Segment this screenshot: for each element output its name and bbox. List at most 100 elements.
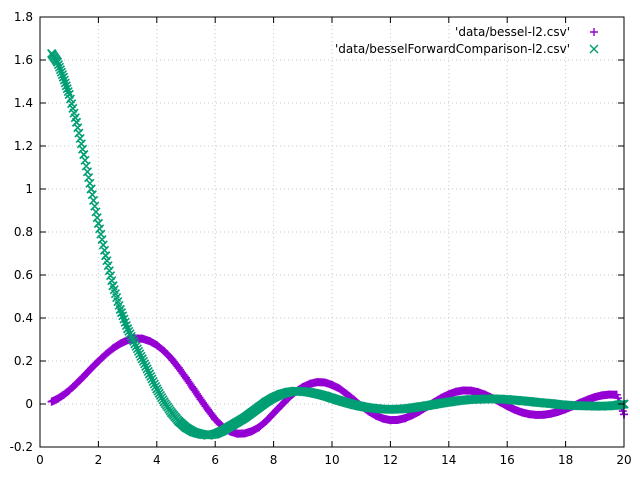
data-point [510, 405, 519, 414]
data-point [181, 423, 191, 433]
y-tick-label: 0.8 [14, 225, 33, 239]
data-point [233, 429, 242, 438]
data-point [568, 400, 578, 411]
data-point [546, 399, 556, 409]
x-tick-label: 0 [36, 453, 44, 467]
data-point [247, 408, 257, 418]
data-point [561, 400, 571, 410]
axis-ticks: 0 2 4 6 8 10 12 14 16 18 20-0.200.20.40.60.811.21.… [10, 10, 632, 467]
data-point [451, 396, 461, 406]
legend-marker-series-1 [590, 28, 598, 36]
data-point [138, 334, 147, 343]
data-point [349, 400, 359, 410]
data-point [575, 401, 585, 411]
x-tick-label: 8 [270, 453, 278, 467]
data-point [101, 251, 111, 261]
data-point [59, 390, 68, 399]
data-point [473, 394, 483, 404]
data-point [335, 384, 344, 393]
data-point [312, 389, 322, 399]
data-point [539, 410, 548, 419]
data-point [342, 398, 352, 408]
data-point [298, 386, 308, 397]
data-point [232, 417, 242, 427]
x-tick-label: 16 [500, 453, 515, 467]
data-point [313, 378, 322, 387]
data-point [254, 402, 264, 412]
data-point [429, 399, 439, 409]
data-point [115, 304, 125, 314]
data-point [94, 357, 103, 366]
data-point [371, 403, 381, 414]
y-tick-label: 0.6 [14, 268, 33, 282]
data-point [130, 339, 140, 349]
data-point [612, 400, 622, 410]
x-tick-label: 2 [95, 453, 103, 467]
data-point [144, 369, 155, 379]
data-point [305, 387, 315, 397]
data-point [174, 363, 183, 372]
data-point [363, 403, 374, 413]
data-point [320, 378, 329, 387]
y-tick-label: 1.4 [14, 96, 33, 110]
data-point [605, 390, 614, 399]
data-point [53, 394, 62, 403]
data-point [342, 389, 351, 398]
data-point [459, 386, 468, 395]
data-point [203, 430, 213, 440]
data-point [101, 350, 110, 359]
data-point [217, 426, 228, 436]
data-point [466, 386, 475, 395]
y-tick-label: -0.2 [10, 440, 33, 454]
data-point [553, 399, 563, 409]
data-point [152, 384, 162, 394]
data-point [166, 408, 176, 418]
data-point [47, 48, 57, 59]
legend-label-series-2: 'data/besselForwardComparison-l2.csv' [335, 42, 570, 56]
data-point [393, 415, 402, 424]
x-tick-label: 20 [616, 453, 631, 467]
data-point [203, 405, 212, 414]
data-point [58, 72, 68, 82]
data-point [306, 379, 315, 388]
data-point [182, 373, 190, 382]
x-tick-label: 14 [441, 453, 456, 467]
data-point [196, 395, 205, 404]
data-point [188, 427, 198, 437]
data-point [65, 386, 74, 395]
data-point [137, 354, 147, 364]
x-tick-label: 6 [211, 453, 219, 467]
data-point [356, 401, 366, 411]
data-point [239, 413, 249, 423]
data-point [79, 150, 89, 160]
data-point [93, 218, 103, 228]
data-point [123, 324, 133, 334]
data-point [400, 404, 410, 414]
x-tick-label: 12 [383, 453, 398, 467]
data-point [276, 401, 285, 410]
data-point [283, 387, 293, 397]
data-point [590, 401, 600, 411]
data-point [269, 409, 278, 418]
data-point [262, 416, 271, 425]
y-tick-label: 0 [25, 397, 33, 411]
cross-marker-icon [589, 44, 599, 54]
data-point [407, 403, 417, 413]
x-tick-label: 18 [558, 453, 573, 467]
data-point [269, 392, 279, 403]
data-point [47, 397, 56, 406]
data-point [444, 397, 454, 407]
data-point [247, 427, 256, 436]
data-point [532, 410, 541, 419]
data-point [422, 401, 432, 411]
data-point [240, 429, 249, 438]
data-point [379, 414, 388, 423]
y-tick-label: 0.2 [14, 354, 33, 368]
data-point [525, 410, 534, 419]
data-point [517, 396, 527, 406]
data-point [401, 414, 409, 423]
data-point [547, 409, 555, 418]
data-point [466, 394, 476, 405]
